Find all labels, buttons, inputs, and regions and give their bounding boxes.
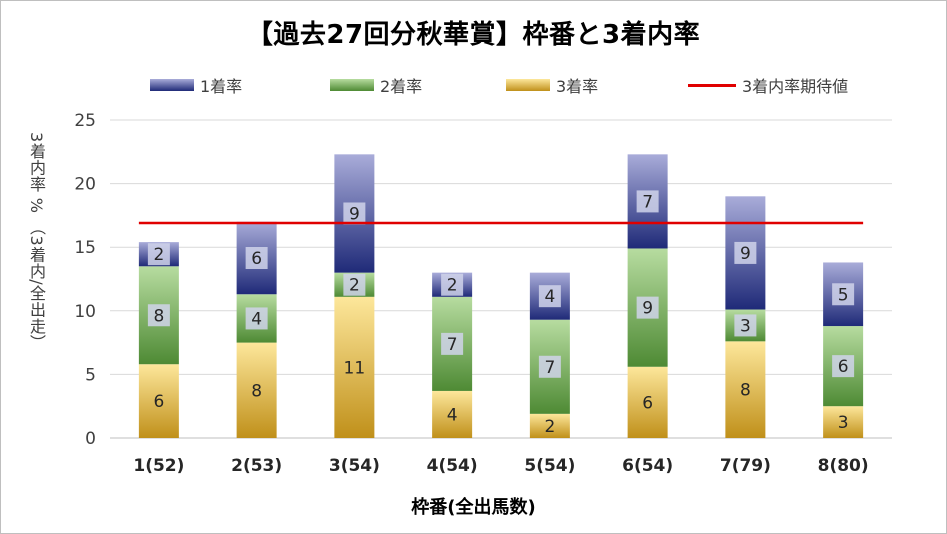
data-label-third: 3 bbox=[838, 413, 849, 433]
y-tick-label: 5 bbox=[85, 365, 96, 385]
bar-third bbox=[823, 406, 864, 438]
data-label-box bbox=[636, 190, 659, 213]
data-label-box bbox=[245, 307, 268, 330]
data-label-box bbox=[538, 285, 561, 308]
data-label-second: 7 bbox=[447, 335, 458, 355]
legend-swatch-first bbox=[150, 79, 194, 91]
data-label-first: 2 bbox=[447, 276, 458, 296]
data-label-third: 6 bbox=[153, 392, 164, 412]
legend-label-third: 3着率 bbox=[556, 77, 599, 96]
data-label-first: 7 bbox=[642, 192, 653, 212]
data-label-third: 4 bbox=[447, 405, 458, 425]
y-tick-label: 0 bbox=[85, 429, 96, 449]
y-tick-label: 25 bbox=[74, 111, 96, 131]
x-tick-label: 3(54) bbox=[329, 456, 380, 476]
x-tick-label: 2(53) bbox=[231, 456, 282, 476]
data-label-third: 6 bbox=[642, 393, 653, 413]
data-label-box bbox=[441, 273, 464, 296]
data-label-second: 6 bbox=[838, 357, 849, 377]
data-label-first: 9 bbox=[740, 244, 751, 264]
data-label-second: 7 bbox=[544, 358, 555, 378]
data-label-first: 6 bbox=[251, 249, 262, 269]
chart-title: 【過去27回分秋華賞】枠番と3着内率 bbox=[246, 20, 701, 50]
data-label-second: 2 bbox=[349, 276, 360, 296]
bar-third bbox=[432, 390, 473, 438]
data-label-third: 8 bbox=[251, 381, 262, 401]
data-label-second: 3 bbox=[740, 316, 751, 336]
legend-item-first: 1着率 bbox=[150, 74, 242, 96]
data-label-second: 8 bbox=[153, 306, 164, 326]
bar-third bbox=[138, 364, 179, 438]
data-label-box bbox=[832, 355, 855, 378]
data-label-box bbox=[538, 355, 561, 378]
data-label-box bbox=[147, 243, 170, 266]
bar-third bbox=[529, 413, 570, 438]
data-label-box bbox=[343, 273, 366, 296]
x-tick-label: 1(52) bbox=[133, 456, 184, 476]
y-axis-label: 3着内率 % （3着内/全出走） bbox=[27, 132, 46, 352]
x-tick-label: 8(80) bbox=[818, 456, 869, 476]
data-label-second: 4 bbox=[251, 309, 262, 329]
legend-item-second: 2着率 bbox=[330, 74, 422, 96]
legend-item-expected: 3着内率期待値 bbox=[688, 74, 848, 96]
data-label-box bbox=[734, 314, 757, 337]
data-label-box bbox=[441, 332, 464, 355]
data-label-box bbox=[245, 247, 268, 270]
data-label-first: 5 bbox=[838, 285, 849, 305]
legend-swatch-second bbox=[330, 79, 374, 91]
y-tick-label: 15 bbox=[74, 238, 96, 258]
data-label-box bbox=[147, 304, 170, 327]
bar-third bbox=[627, 366, 668, 438]
bar-third bbox=[725, 341, 766, 438]
x-tick-label: 4(54) bbox=[427, 456, 478, 476]
data-label-first: 2 bbox=[153, 245, 164, 265]
data-label-first: 4 bbox=[544, 287, 555, 307]
data-label-second: 9 bbox=[642, 299, 653, 319]
bar-third bbox=[236, 342, 277, 438]
data-label-box bbox=[734, 241, 757, 264]
data-label-box bbox=[832, 283, 855, 306]
legend-label-expected: 3着内率期待値 bbox=[742, 77, 849, 96]
legend-label-second: 2着率 bbox=[380, 77, 423, 96]
legend-label-first: 1着率 bbox=[200, 77, 243, 96]
x-tick-label: 6(54) bbox=[622, 456, 673, 476]
data-label-third: 2 bbox=[544, 417, 555, 437]
legend-swatch-third bbox=[506, 79, 550, 91]
data-label-box bbox=[636, 296, 659, 319]
y-tick-label: 20 bbox=[74, 175, 96, 195]
data-label-first: 9 bbox=[349, 204, 360, 224]
data-label-box bbox=[343, 202, 366, 225]
legend-swatch-expected bbox=[688, 83, 736, 87]
bar-third bbox=[334, 296, 375, 438]
legend-item-third: 3着率 bbox=[506, 74, 598, 96]
data-label-third: 11 bbox=[344, 358, 366, 378]
data-label-third: 8 bbox=[740, 381, 751, 401]
x-tick-label: 7(79) bbox=[720, 456, 771, 476]
x-axis-label: 枠番(全出馬数) bbox=[411, 497, 536, 518]
x-tick-label: 5(54) bbox=[524, 456, 575, 476]
y-tick-label: 10 bbox=[74, 302, 96, 322]
